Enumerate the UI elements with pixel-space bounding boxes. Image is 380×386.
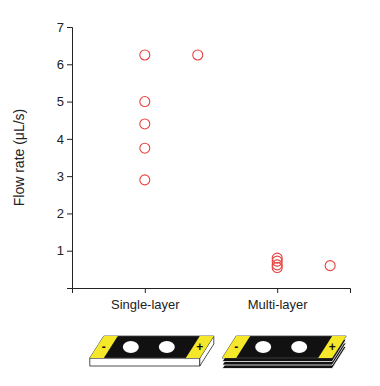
device-hole [159,341,175,353]
y-tick: 7 [57,20,72,35]
y-tick-mark [67,102,72,103]
electrode [90,336,118,358]
x-tick-mark [277,288,278,293]
point [140,97,150,107]
x-tick: Multi-layer [248,288,309,312]
device-icon: -+ [90,336,214,366]
electrode-label: - [102,340,106,354]
y-tick: 6 [57,57,72,72]
device-side [90,358,200,366]
y-tick-mark [67,176,72,177]
y-tick: 5 [57,94,72,109]
electrode-label: + [329,340,336,354]
device-hole [123,341,139,353]
y-tick: 2 [57,206,72,221]
point [140,143,150,153]
y-tick-label: 5 [57,94,64,109]
point [325,261,335,271]
y-tick-label: 7 [57,20,64,35]
y-tick-label: 3 [57,169,64,184]
electrode-label: + [196,340,203,354]
y-tick: 4 [57,132,72,147]
point [140,119,150,129]
y-axis: 1 2 3 4 5 6 7 [57,20,73,289]
point [193,50,203,60]
y-tick-mark [67,27,72,28]
y-tick-mark [67,251,72,252]
x-axis-line [73,289,351,294]
y-tick-mark [67,64,72,65]
y-axis-line [67,28,73,289]
device-top [90,336,214,358]
electrode [186,336,214,358]
y-tick-mark [67,213,72,214]
y-tick: 3 [57,169,72,184]
y-tick-label: 1 [57,243,64,258]
device-hole [291,341,307,353]
device-icon: -+ [222,336,346,369]
electrode [318,336,346,358]
x-tick-label: Multi-layer [248,297,309,312]
device-hole [255,341,271,353]
point [140,175,150,185]
y-tick-label: 6 [57,57,64,72]
y-tick-mark [67,139,72,140]
x-axis: Single-layer Multi-layer [73,288,351,312]
point [272,262,282,272]
x-tick: Single-layer [111,288,180,312]
x-tick-label: Single-layer [111,297,180,312]
y-tick-label: 2 [57,206,64,221]
x-tick-mark [145,288,146,293]
y-axis-title: Flow rate (μL/s) [11,109,27,207]
y-tick-label: 4 [57,132,64,147]
electrode-label: - [234,340,238,354]
points [140,50,335,273]
device-top [222,336,346,358]
y-tick: 1 [57,243,72,258]
point [272,260,282,270]
electrode [222,336,250,358]
chart: 1 2 3 4 5 6 7 Single-layer Multi-layer Flow rate … [0,0,380,386]
point [140,50,150,60]
